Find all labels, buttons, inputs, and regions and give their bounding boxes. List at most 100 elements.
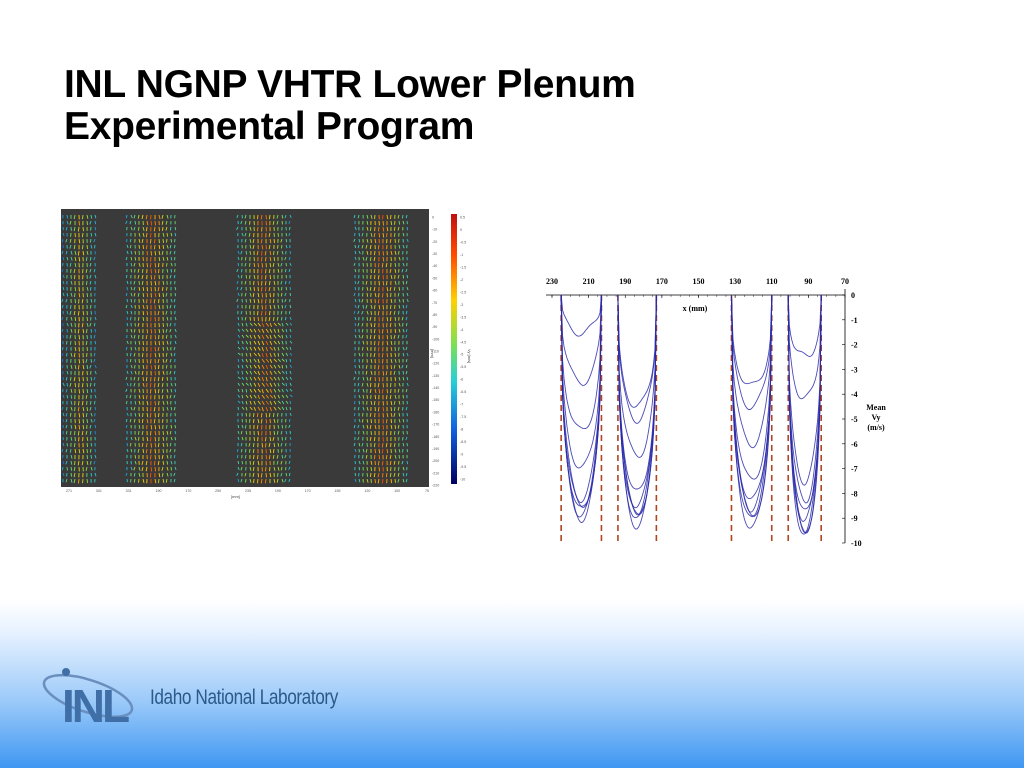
velocity-vector: [94, 406, 97, 411]
velocity-vector: [288, 418, 291, 423]
velocity-vector: [277, 286, 280, 291]
velocity-vector: [394, 448, 397, 453]
velocity-vector: [158, 238, 160, 244]
velocity-vector: [130, 370, 133, 375]
velocity-vector: [240, 220, 243, 225]
velocity-vector: [390, 274, 393, 280]
velocity-vector: [157, 442, 160, 448]
velocity-vector: [237, 322, 240, 327]
velocity-vector: [268, 454, 271, 460]
x-tick-label: 170: [656, 277, 668, 286]
velocity-vector: [65, 226, 68, 231]
velocity-vector: [277, 472, 279, 477]
velocity-vector: [252, 472, 255, 478]
velocity-vector: [398, 400, 401, 405]
velocity-vector: [260, 268, 263, 274]
velocity-vector: [89, 322, 92, 327]
velocity-vector: [86, 316, 89, 321]
velocity-vector: [261, 286, 263, 292]
velocity-vector: [165, 364, 168, 369]
velocity-vector: [173, 478, 176, 483]
velocity-vector: [261, 376, 265, 382]
velocity-vector: [62, 412, 65, 417]
velocity-vector: [401, 316, 404, 321]
velocity-vector: [138, 472, 141, 477]
velocity-vector: [277, 424, 280, 429]
velocity-vector: [90, 358, 93, 363]
velocity-vector: [269, 274, 272, 280]
velocity-vector: [257, 394, 260, 400]
velocity-vector: [73, 274, 76, 280]
velocity-vector: [357, 376, 360, 381]
velocity-vector: [378, 466, 380, 472]
velocity-vector: [260, 412, 263, 418]
velocity-vector: [385, 262, 388, 268]
velocity-vector: [358, 334, 361, 339]
velocity-vector: [256, 478, 259, 484]
velocity-vector: [280, 238, 283, 243]
velocity-vector: [389, 454, 392, 459]
velocity-vector: [394, 478, 396, 483]
velocity-vector: [70, 280, 73, 285]
velocity-vector: [393, 400, 396, 405]
velocity-vector: [61, 298, 64, 303]
velocity-vector: [381, 460, 384, 466]
velocity-vector: [93, 358, 96, 363]
velocity-vector: [90, 442, 93, 447]
velocity-vector: [406, 274, 409, 279]
velocity-vector: [357, 424, 360, 429]
velocity-vector: [394, 328, 397, 333]
velocity-vector: [154, 280, 157, 286]
velocity-vector: [244, 292, 247, 297]
velocity-vector: [405, 214, 408, 219]
velocity-vector: [365, 304, 368, 309]
velocity-vector: [285, 358, 288, 363]
velocity-vector: [281, 304, 284, 309]
velocity-vector: [249, 394, 253, 399]
velocity-vector: [166, 322, 168, 327]
velocity-vector: [141, 280, 144, 285]
velocity-vector: [405, 328, 408, 333]
velocity-vector: [377, 262, 380, 268]
velocity-vector: [134, 412, 137, 417]
velocity-vector: [166, 340, 169, 345]
velocity-vector: [393, 370, 396, 375]
velocity-vector: [273, 376, 277, 381]
velocity-vector: [61, 352, 64, 357]
velocity-vector: [265, 358, 270, 363]
velocity-vector: [129, 220, 132, 225]
velocity-vector: [354, 472, 357, 477]
velocity-vector: [170, 424, 173, 429]
velocity-vector: [70, 388, 73, 393]
velocity-vector: [402, 376, 405, 381]
velocity-vector: [237, 358, 240, 363]
velocity-vector: [142, 304, 145, 310]
piv-colorbar-tick-label: -5: [460, 353, 463, 357]
velocity-vector: [264, 274, 267, 280]
velocity-vector: [154, 220, 156, 226]
velocity-vector: [166, 214, 169, 219]
velocity-vector: [249, 382, 253, 387]
velocity-vector: [257, 328, 261, 333]
velocity-vector: [138, 388, 141, 393]
velocity-vector: [382, 424, 384, 430]
velocity-vector: [257, 280, 259, 286]
velocity-vector: [93, 238, 96, 243]
velocity-vector: [89, 304, 92, 309]
velocity-vector: [405, 472, 408, 477]
velocity-vector: [257, 430, 260, 436]
velocity-vector: [357, 382, 360, 387]
velocity-vector: [150, 292, 152, 298]
velocity-vector: [397, 406, 400, 411]
velocity-vector: [374, 322, 376, 328]
velocity-vector: [153, 244, 156, 250]
velocity-vector: [142, 394, 144, 400]
velocity-vector: [89, 400, 92, 405]
velocity-vector: [273, 340, 277, 345]
velocity-vector: [276, 460, 279, 465]
velocity-vector: [277, 442, 280, 447]
velocity-vector: [130, 466, 133, 471]
velocity-vector: [237, 382, 240, 386]
velocity-vector: [166, 286, 168, 291]
velocity-vector: [252, 244, 255, 250]
